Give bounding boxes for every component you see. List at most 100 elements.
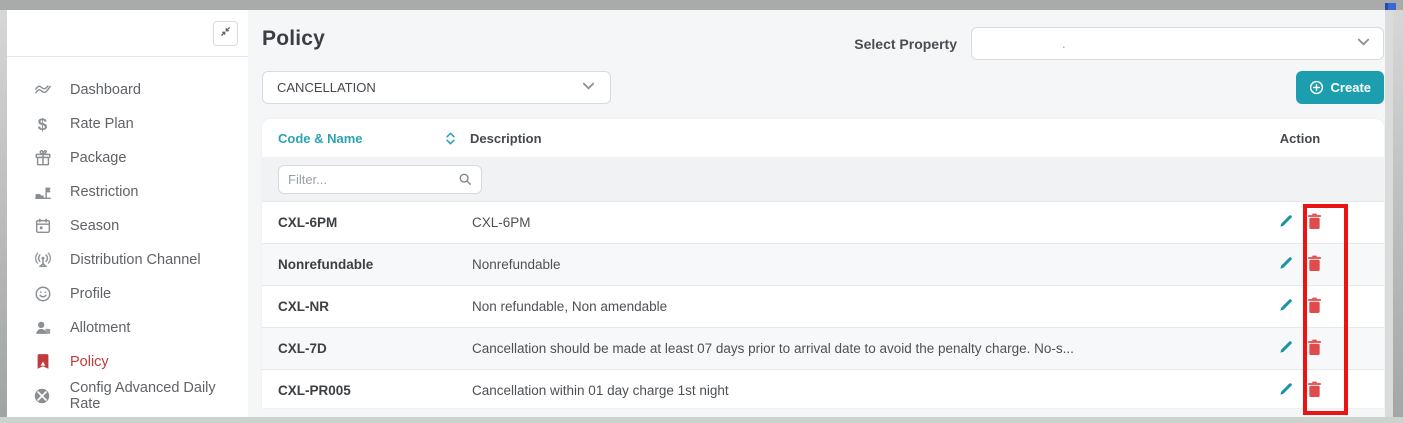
sidebar-item-label: Season bbox=[70, 218, 120, 234]
pencil-icon bbox=[1278, 297, 1294, 316]
delete-button[interactable] bbox=[1307, 297, 1322, 317]
chevron-down-icon bbox=[1356, 34, 1371, 54]
policy-table-card: Code & Name Description Action bbox=[262, 119, 1384, 408]
table-row: CXL-PR005 Cancellation within 01 day cha… bbox=[262, 369, 1384, 408]
sidebar-item-label: Restriction bbox=[70, 184, 139, 200]
delete-button[interactable] bbox=[1307, 213, 1322, 233]
chevron-down-icon bbox=[581, 78, 596, 98]
allotment-icon bbox=[33, 319, 52, 338]
column-header-description: Description bbox=[470, 130, 542, 146]
select-property-group: Select Property . bbox=[854, 27, 1384, 60]
sidebar-collapse-button[interactable] bbox=[213, 20, 238, 46]
sidebar: Dashboard $ Rate Plan Package Restrictio… bbox=[7, 10, 248, 417]
rate-plan-icon: $ bbox=[37, 114, 48, 134]
sidebar-item-label: Package bbox=[70, 150, 127, 166]
sidebar-item-rate-plan[interactable]: $ Rate Plan bbox=[7, 107, 248, 141]
column-header-code-name[interactable]: Code & Name bbox=[278, 131, 470, 146]
cell-code-name: CXL-PR005 bbox=[278, 383, 351, 398]
window-frame-top bbox=[0, 0, 1403, 10]
policy-icon bbox=[33, 353, 52, 372]
edit-button[interactable] bbox=[1278, 339, 1294, 358]
trash-icon bbox=[1307, 297, 1322, 317]
main-content: Policy Select Property . CANCELLATION bbox=[248, 10, 1393, 417]
select-property-dropdown[interactable]: . bbox=[971, 27, 1384, 60]
sidebar-item-season[interactable]: Season bbox=[7, 209, 248, 243]
sort-icon[interactable] bbox=[445, 131, 456, 145]
edit-button[interactable] bbox=[1278, 255, 1294, 274]
cell-code-name: CXL-NR bbox=[278, 299, 329, 314]
search-icon bbox=[458, 172, 472, 186]
window-frame-bottom bbox=[0, 417, 1403, 423]
policy-type-dropdown[interactable]: CANCELLATION bbox=[262, 71, 611, 104]
cell-code-name: CXL-7D bbox=[278, 341, 327, 356]
cell-description: Cancellation should be made at least 07 … bbox=[472, 341, 1074, 356]
table-row: CXL-7D Cancellation should be made at le… bbox=[262, 327, 1384, 369]
sidebar-header bbox=[7, 10, 248, 57]
sidebar-item-label: Allotment bbox=[70, 320, 131, 336]
sidebar-nav: Dashboard $ Rate Plan Package Restrictio… bbox=[7, 57, 248, 413]
sidebar-item-profile[interactable]: Profile bbox=[7, 277, 248, 311]
column-header-action: Action bbox=[1279, 130, 1321, 146]
create-button[interactable]: Create bbox=[1295, 71, 1384, 104]
table-row: CXL-6PM CXL-6PM bbox=[262, 201, 1384, 243]
scrollbar[interactable] bbox=[1385, 10, 1393, 417]
delete-button[interactable] bbox=[1307, 381, 1322, 401]
sidebar-item-allotment[interactable]: Allotment bbox=[7, 311, 248, 345]
sidebar-item-label: Profile bbox=[70, 286, 112, 302]
pencil-icon bbox=[1278, 339, 1294, 358]
trash-icon bbox=[1307, 255, 1322, 275]
cell-description: CXL-6PM bbox=[472, 215, 531, 230]
title-row: Policy Select Property . bbox=[262, 10, 1384, 60]
sidebar-item-package[interactable]: Package bbox=[7, 141, 248, 175]
table-row: Nonrefundable Nonrefundable bbox=[262, 243, 1384, 285]
trash-icon bbox=[1307, 381, 1322, 401]
sidebar-item-restriction[interactable]: Restriction bbox=[7, 175, 248, 209]
package-icon bbox=[33, 149, 52, 168]
restriction-icon bbox=[33, 183, 52, 202]
window-frame-left bbox=[0, 10, 7, 423]
sidebar-item-label: Config Advanced Daily Rate bbox=[69, 380, 216, 412]
delete-button[interactable] bbox=[1307, 255, 1322, 275]
create-button-label: Create bbox=[1330, 80, 1371, 95]
table-filter-row bbox=[262, 157, 1384, 201]
window-frame-right bbox=[1393, 10, 1403, 423]
edit-button[interactable] bbox=[1278, 381, 1294, 400]
select-property-value: . bbox=[1062, 36, 1066, 51]
select-property-label: Select Property bbox=[854, 35, 957, 52]
cell-action bbox=[1232, 297, 1368, 317]
table-row: CXL-NR Non refundable, Non amendable bbox=[262, 285, 1384, 327]
cell-code-name: Nonrefundable bbox=[278, 257, 374, 272]
toolbar-row: CANCELLATION Create bbox=[262, 71, 1384, 104]
sidebar-item-dashboard[interactable]: Dashboard bbox=[7, 73, 248, 107]
sidebar-item-label: Dashboard bbox=[70, 82, 141, 98]
edit-button[interactable] bbox=[1278, 213, 1294, 232]
policy-type-value: CANCELLATION bbox=[277, 80, 376, 95]
cell-action bbox=[1232, 255, 1368, 275]
season-icon bbox=[33, 217, 52, 236]
sidebar-item-label: Rate Plan bbox=[70, 116, 134, 132]
edit-button[interactable] bbox=[1278, 297, 1294, 316]
collapse-icon bbox=[219, 25, 232, 41]
sidebar-item-label: Distribution Channel bbox=[70, 252, 201, 268]
filter-input[interactable] bbox=[288, 171, 458, 187]
trash-icon bbox=[1307, 339, 1322, 359]
dashboard-icon bbox=[33, 81, 52, 100]
distribution-channel-icon bbox=[33, 251, 52, 270]
sidebar-item-policy[interactable]: Policy bbox=[7, 345, 248, 379]
pencil-icon bbox=[1278, 255, 1294, 274]
pencil-icon bbox=[1278, 381, 1294, 400]
sidebar-item-config-advanced-daily-rate[interactable]: Config Advanced Daily Rate bbox=[7, 379, 248, 413]
table-body: CXL-6PM CXL-6PM Nonrefundable Nonre bbox=[262, 201, 1384, 408]
cell-description: Nonrefundable bbox=[472, 257, 561, 272]
pencil-icon bbox=[1278, 213, 1294, 232]
sidebar-item-distribution-channel[interactable]: Distribution Channel bbox=[7, 243, 248, 277]
page-title: Policy bbox=[262, 27, 326, 50]
cell-action bbox=[1232, 213, 1368, 233]
cell-action bbox=[1232, 339, 1368, 359]
plus-circle-icon bbox=[1309, 80, 1324, 95]
delete-button[interactable] bbox=[1307, 339, 1322, 359]
cell-code-name: CXL-6PM bbox=[278, 215, 338, 230]
blue-corner-artifact bbox=[1385, 3, 1396, 10]
filter-input-box bbox=[278, 164, 482, 194]
app-window: Dashboard $ Rate Plan Package Restrictio… bbox=[7, 10, 1393, 417]
